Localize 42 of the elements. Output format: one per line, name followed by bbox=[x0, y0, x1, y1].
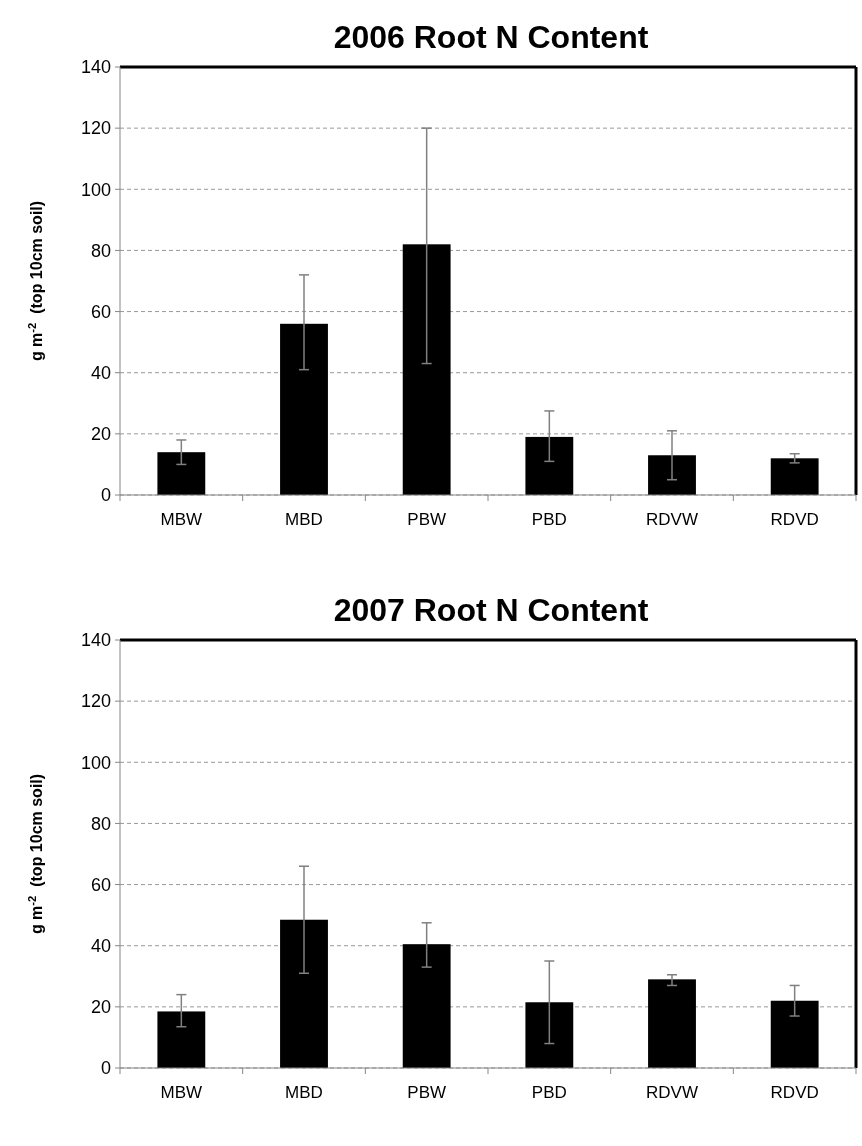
x-tick-label: MBD bbox=[285, 510, 323, 529]
x-tick-label: RDVW bbox=[646, 1083, 698, 1102]
bar bbox=[770, 1000, 819, 1068]
bar bbox=[648, 455, 696, 495]
bar bbox=[157, 452, 206, 495]
y-tick-label: 20 bbox=[90, 424, 111, 445]
y-tick-label: 100 bbox=[80, 752, 111, 773]
y-tick-label: 80 bbox=[90, 813, 111, 834]
y-tick-label: 100 bbox=[80, 179, 111, 200]
bar bbox=[525, 436, 574, 495]
y-tick-label: 120 bbox=[80, 691, 111, 712]
bar bbox=[770, 458, 819, 495]
bar bbox=[648, 979, 696, 1068]
x-tick-label: RDVW bbox=[646, 510, 698, 529]
y-tick-label: 140 bbox=[80, 630, 111, 651]
x-tick-label: PBD bbox=[531, 1083, 567, 1102]
x-tick-label: PBW bbox=[407, 1083, 447, 1102]
x-tick-label: MBW bbox=[160, 510, 203, 529]
bar bbox=[280, 919, 328, 1068]
x-tick-label: MBW bbox=[160, 1083, 203, 1102]
y-tick-label: 0 bbox=[100, 1058, 111, 1079]
y-tick-label: 80 bbox=[90, 240, 111, 261]
bar bbox=[280, 323, 328, 495]
y-tick-label: 140 bbox=[80, 57, 111, 78]
bar bbox=[402, 944, 451, 1068]
y-tick-label: 20 bbox=[90, 997, 111, 1018]
x-tick-label: RDVD bbox=[770, 510, 819, 529]
y-tick-label: 40 bbox=[90, 936, 111, 957]
bar bbox=[157, 1011, 206, 1068]
bar bbox=[402, 244, 451, 495]
bar bbox=[525, 1002, 574, 1068]
y-tick-label: 120 bbox=[80, 118, 111, 139]
y-tick-label: 0 bbox=[100, 485, 111, 506]
y-tick-label: 60 bbox=[90, 874, 111, 895]
y-tick-label: 60 bbox=[90, 301, 111, 322]
y-tick-label: 40 bbox=[90, 363, 111, 384]
chart-title: 2007 Root N Content bbox=[333, 592, 649, 628]
x-tick-label: PBW bbox=[407, 510, 447, 529]
chart-title: 2006 Root N Content bbox=[333, 19, 649, 55]
x-tick-label: MBD bbox=[285, 1083, 323, 1102]
x-tick-label: RDVD bbox=[770, 1083, 819, 1102]
x-tick-label: PBD bbox=[531, 510, 567, 529]
